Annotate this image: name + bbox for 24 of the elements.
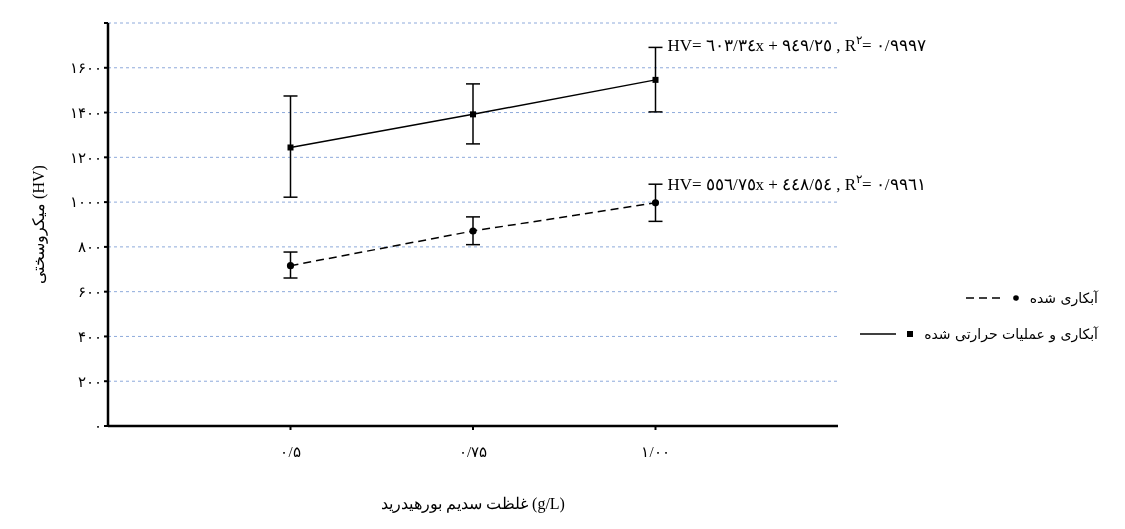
y-tick-label: ۱۲۰۰ xyxy=(70,149,102,166)
y-tick-label: ۸۰۰ xyxy=(78,239,102,256)
point xyxy=(469,227,477,235)
y-tick-label: ۰ xyxy=(94,418,102,435)
x-axis-title: غلظت سدیم بورهیدرید (g/L) xyxy=(381,495,565,513)
y-tick-label: ۶۰۰ xyxy=(78,283,102,300)
point xyxy=(286,262,295,270)
point xyxy=(287,144,294,151)
y-axis-title: میکروسختی (HV) xyxy=(29,165,48,284)
y-tick-label: ۱۰۰۰ xyxy=(70,194,102,211)
x-tick-label: ۰/۵ xyxy=(280,443,301,460)
y-tick-label: ۴۰۰ xyxy=(78,328,102,345)
y-tick-label: ۱۶۰۰ xyxy=(70,60,102,77)
annotation: HV= ٦٠٣/٣٤x + ٩٤٩/٢٥ , R$^{٢}$= ٠/٩٩٩٧ xyxy=(667,33,926,56)
annotation: HV= ٥٥٦/٧٥x + ٤٤٨/٥٤ , R$^{٢}$= ٠/٩٩٦١ xyxy=(667,172,926,195)
x-tick-label: ۱/۰۰ xyxy=(641,443,670,460)
legend-label: آبکاری شده xyxy=(1029,290,1098,306)
y-tick-label: ۲۰۰ xyxy=(78,373,102,390)
point xyxy=(652,76,659,83)
point xyxy=(651,199,660,207)
point xyxy=(470,111,476,118)
y-tick-label: ۱۴۰۰ xyxy=(70,104,102,121)
legend-label: آبکاری و عملیات حرارتی شده xyxy=(924,326,1098,342)
x-tick-label: ۰/۷۵ xyxy=(458,443,488,460)
